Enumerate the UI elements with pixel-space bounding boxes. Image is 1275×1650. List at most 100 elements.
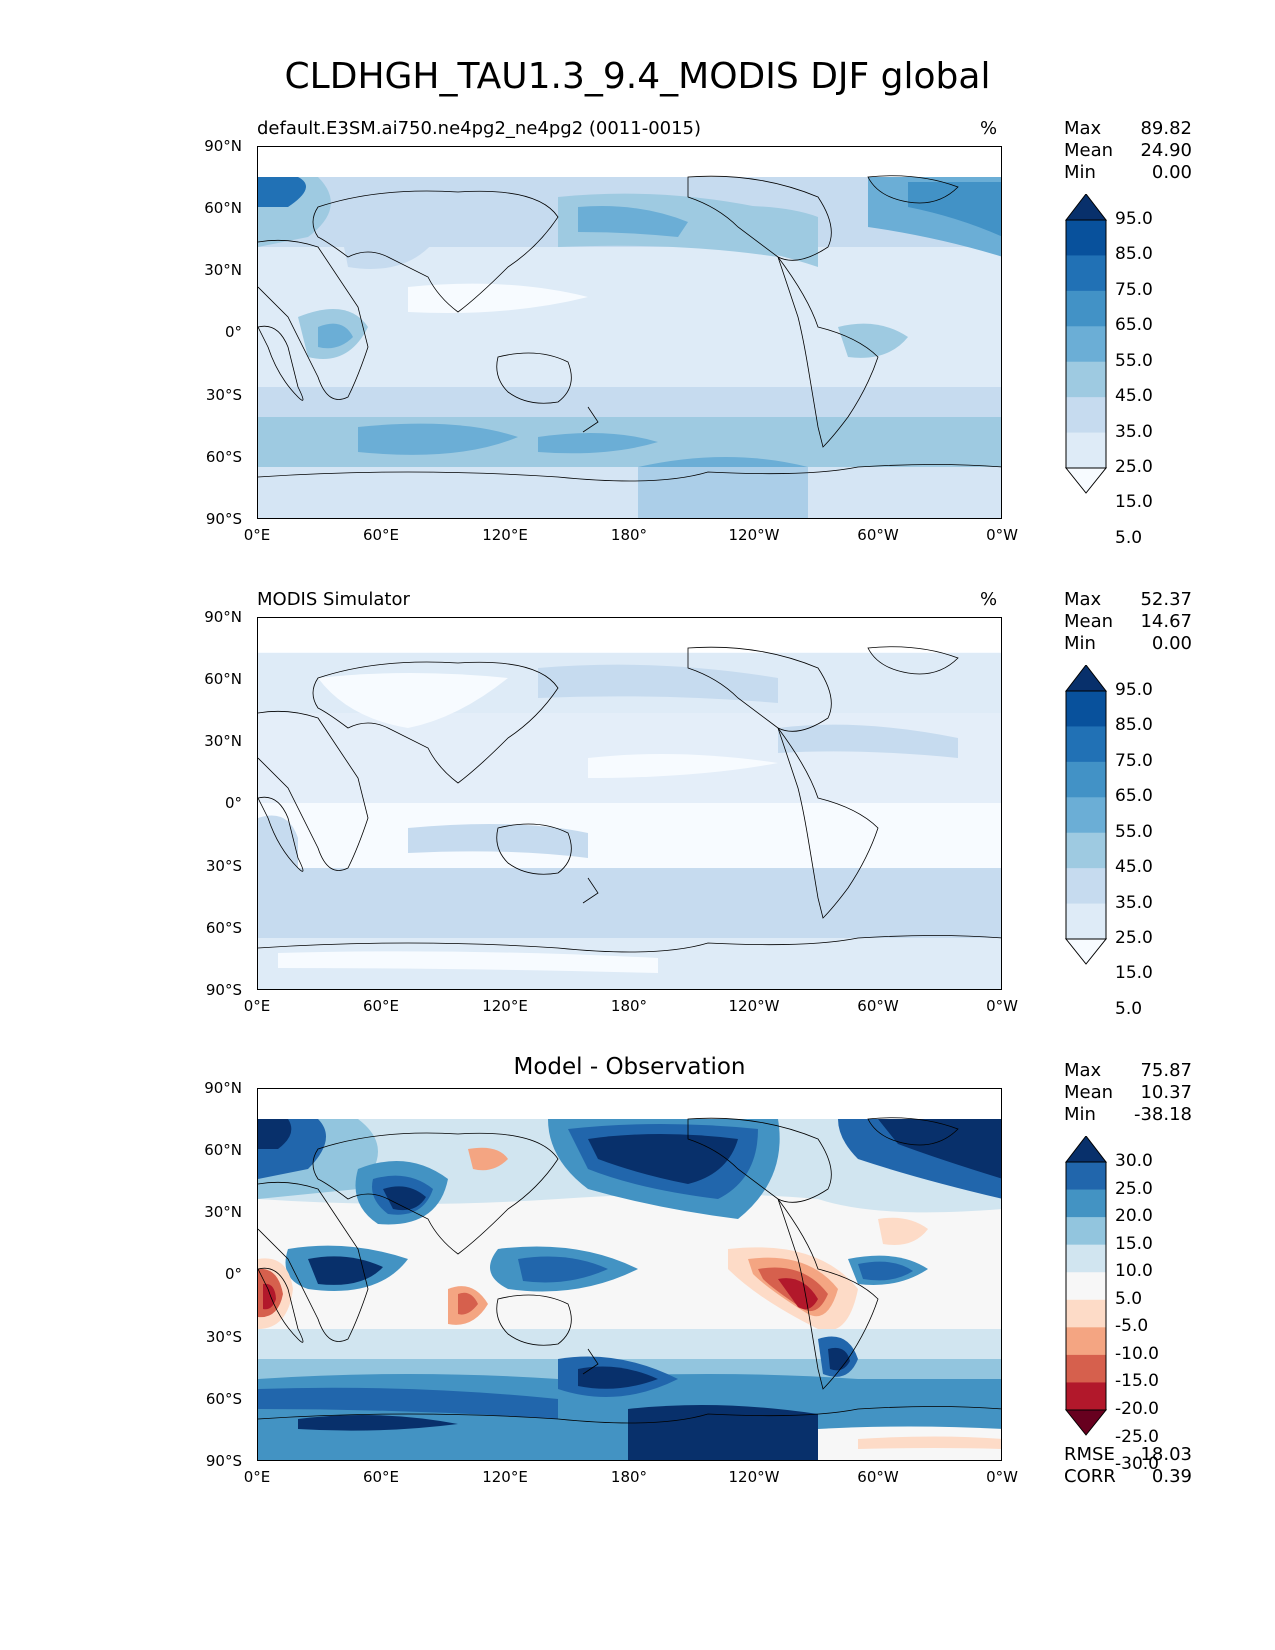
colorbar-segment <box>1066 290 1106 327</box>
lat-label: 30°S <box>205 857 242 875</box>
colorbar-tick-label: 30.0 <box>1115 1151 1153 1171</box>
colorbar-extension-top <box>1064 1136 1108 1163</box>
colorbar-segment <box>1066 255 1106 292</box>
lat-label: 30°N <box>204 732 242 750</box>
lat-label: 60°S <box>205 1390 242 1408</box>
panel-model: default.E3SM.ai750.ne4pg2_ne4pg2 (0011-0… <box>0 118 1275 578</box>
colorbar-tick-label: 45.0 <box>1115 386 1153 407</box>
units-label: % <box>980 589 998 610</box>
lon-label: 0°W <box>986 1468 1018 1486</box>
colorbar-tick-label: 45.0 <box>1115 857 1153 878</box>
stats-block: Max 89.82 Mean 24.90 Min 0.00 <box>1064 118 1192 184</box>
colorbar-tick-label: 25.0 <box>1115 1178 1153 1199</box>
colorbar-tick-label: 5.0 <box>1115 1288 1143 1309</box>
colorbar-extension-bottom <box>1064 1409 1108 1436</box>
lon-label: 180° <box>610 1468 648 1486</box>
colorbar-tick-label: 75.0 <box>1115 750 1153 771</box>
panel-title: MODIS Simulator <box>257 589 410 610</box>
stat-label: CORR <box>1064 1466 1116 1487</box>
colorbar-segment <box>1066 868 1106 905</box>
lon-label: 120°W <box>728 1468 780 1486</box>
colorbar-tick-label: -5.0 <box>1115 1316 1149 1337</box>
lon-label: 120°W <box>728 997 780 1015</box>
colorbar-tick-label: -25.0 <box>1115 1426 1159 1447</box>
lon-label: 120°E <box>482 526 528 544</box>
stat-label: Mean <box>1064 611 1114 632</box>
colorbar-tick-label: 95.0 <box>1115 209 1153 229</box>
colorbar-segment <box>1066 397 1106 434</box>
map-obs <box>257 617 1002 990</box>
stat-value: -38.18 <box>1133 1104 1192 1125</box>
stat-value: 18.03 <box>1140 1444 1192 1465</box>
colorbar-extension-bottom <box>1064 467 1108 494</box>
stat-value: 0.00 <box>1151 633 1192 654</box>
colorbar-tick-label: 25.0 <box>1115 457 1153 477</box>
stats-block: Max 52.37 Mean 14.67 Min 0.00 <box>1064 589 1192 655</box>
colorbar-segment <box>1066 903 1106 940</box>
colorbar-tick-label: 15.0 <box>1115 963 1153 984</box>
colorbar-tick-label: 95.0 <box>1115 680 1153 700</box>
panel-obs: MODIS Simulator % <box>0 589 1275 1049</box>
lon-label: 0°W <box>986 526 1018 544</box>
stat-label: Max <box>1064 118 1102 139</box>
lon-label: 60°E <box>362 1468 400 1486</box>
lon-label: 60°E <box>362 526 400 544</box>
lon-label: 60°W <box>857 1468 899 1486</box>
colorbar-tick-label: 25.0 <box>1115 928 1153 948</box>
colorbar-tick-label: 20.0 <box>1115 1206 1153 1227</box>
stat-value: 52.37 <box>1140 589 1192 610</box>
stat-value: 14.67 <box>1140 611 1192 632</box>
lat-label: 0° <box>224 1265 242 1283</box>
lat-label: 60°N <box>204 670 242 688</box>
lat-label: 0° <box>224 323 242 341</box>
colorbar-tick-label: -15.0 <box>1115 1371 1159 1392</box>
colorbar-tick-label: 5.0 <box>1115 998 1143 1019</box>
stat-value: 89.82 <box>1140 118 1192 139</box>
stat-label: Max <box>1064 589 1102 610</box>
colorbar-segment <box>1066 726 1106 763</box>
lat-label: 60°N <box>204 1141 242 1159</box>
lon-label: 120°E <box>482 1468 528 1486</box>
stat-label: Min <box>1064 1104 1096 1125</box>
colorbar-segment <box>1066 1217 1106 1246</box>
colorbar-tick-label: 65.0 <box>1115 786 1153 807</box>
colorbar-segment <box>1066 326 1106 363</box>
lat-label: 90°S <box>205 1452 242 1470</box>
colorbar-extension-bottom <box>1064 938 1108 965</box>
lon-label: 0°E <box>243 1468 271 1486</box>
stat-label: Min <box>1064 633 1096 654</box>
map-diff <box>257 1088 1002 1461</box>
colorbar-tick-label: 85.0 <box>1115 715 1153 736</box>
colorbar-tick-label: 15.0 <box>1115 1233 1153 1254</box>
lat-label: 0° <box>224 794 242 812</box>
lat-label: 30°S <box>205 386 242 404</box>
lon-label: 180° <box>610 526 648 544</box>
lat-label: 90°S <box>205 981 242 999</box>
lat-label: 30°S <box>205 1328 242 1346</box>
colorbar-tick-label: 35.0 <box>1115 421 1153 442</box>
lon-label: 120°E <box>482 997 528 1015</box>
panel-diff: Model - Observation <box>0 1054 1275 1520</box>
stat-value: 0.39 <box>1151 1466 1192 1487</box>
colorbar-segment <box>1066 797 1106 834</box>
lon-label: 60°W <box>857 997 899 1015</box>
map-model <box>257 146 1002 519</box>
colorbar-tick-label: 55.0 <box>1115 350 1153 371</box>
colorbar-segment <box>1066 220 1106 256</box>
colorbar-tick-label: -20.0 <box>1115 1399 1159 1419</box>
colorbar-extension-top <box>1064 194 1108 221</box>
stat-label: Max <box>1064 1060 1102 1081</box>
lat-label: 30°N <box>204 261 242 279</box>
lon-label: 180° <box>610 997 648 1015</box>
colorbar-tick-label: -10.0 <box>1115 1343 1159 1364</box>
units-label: % <box>980 118 998 139</box>
lat-label: 30°N <box>204 1203 242 1221</box>
colorbar <box>1064 194 1108 494</box>
colorbar-segment <box>1066 691 1106 727</box>
colorbar-tick-label: 15.0 <box>1115 492 1153 513</box>
colorbar-frame <box>1065 1161 1107 1411</box>
colorbar-tick-label: 85.0 <box>1115 244 1153 265</box>
stat-label: Min <box>1064 162 1096 183</box>
contour-map-diff <box>258 1089 1001 1460</box>
colorbar-segment <box>1066 761 1106 798</box>
